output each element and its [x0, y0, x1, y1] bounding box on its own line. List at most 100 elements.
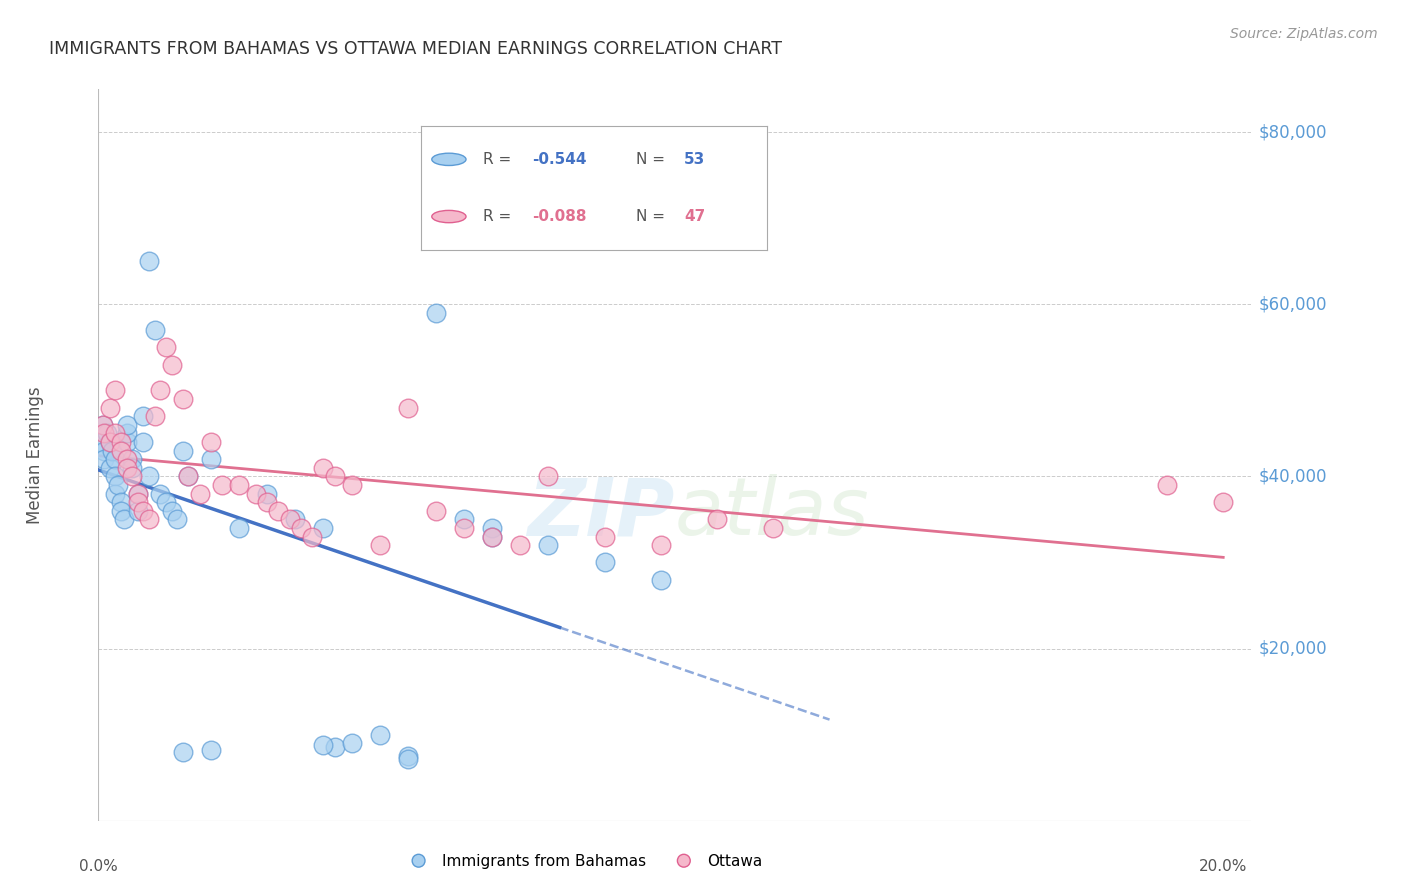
Point: [98, 435, 121, 450]
Point: [127, 504, 149, 518]
Text: -0.544: -0.544: [531, 152, 586, 167]
Point: [98, 435, 121, 450]
Point: [290, 521, 312, 535]
Point: [650, 538, 672, 552]
Point: [172, 392, 194, 406]
Point: [172, 745, 194, 759]
Point: [104, 469, 127, 483]
Point: [98, 401, 121, 415]
Point: [245, 486, 267, 500]
Legend: Immigrants from Bahamas, Ottawa: Immigrants from Bahamas, Ottawa: [398, 848, 768, 875]
Point: [593, 556, 616, 570]
Point: [149, 486, 172, 500]
Point: [93, 452, 115, 467]
Point: [121, 469, 143, 483]
Point: [368, 728, 391, 742]
Point: [149, 384, 172, 398]
Point: [228, 478, 250, 492]
Point: [93, 443, 115, 458]
Point: [312, 521, 335, 535]
Point: [172, 443, 194, 458]
Point: [91, 417, 114, 432]
Point: [138, 254, 160, 268]
Point: [453, 512, 475, 526]
Text: ZIP: ZIP: [527, 475, 675, 552]
Point: [115, 452, 138, 467]
Text: 0.0%: 0.0%: [79, 859, 118, 874]
Text: $20,000: $20,000: [1258, 640, 1327, 657]
Point: [138, 469, 160, 483]
Point: [301, 530, 323, 544]
Point: [200, 743, 222, 757]
Text: $40,000: $40,000: [1258, 467, 1327, 485]
Point: [160, 358, 183, 372]
Point: [312, 460, 335, 475]
Point: [112, 512, 135, 526]
Point: [110, 504, 132, 518]
Point: [396, 749, 419, 764]
Point: [91, 417, 114, 432]
Point: [453, 521, 475, 535]
Text: N =: N =: [636, 152, 669, 167]
Point: [228, 521, 250, 535]
Text: R =: R =: [484, 152, 516, 167]
Text: Median Earnings: Median Earnings: [25, 386, 44, 524]
Point: [323, 469, 346, 483]
Text: R =: R =: [484, 209, 516, 224]
Point: [110, 443, 132, 458]
Point: [177, 469, 200, 483]
Point: [155, 495, 177, 509]
Point: [188, 486, 211, 500]
Text: 20.0%: 20.0%: [1199, 859, 1247, 874]
Point: [104, 452, 127, 467]
Point: [132, 504, 155, 518]
Point: [278, 512, 301, 526]
Point: [143, 409, 166, 424]
Point: [340, 478, 363, 492]
Point: [127, 486, 149, 500]
Point: [396, 752, 419, 766]
Text: -0.088: -0.088: [531, 209, 586, 224]
Point: [481, 521, 503, 535]
Point: [110, 435, 132, 450]
Point: [166, 512, 188, 526]
Point: [115, 417, 138, 432]
Point: [107, 478, 129, 492]
Text: $60,000: $60,000: [1258, 295, 1327, 313]
Point: [115, 426, 138, 441]
Text: Source: ZipAtlas.com: Source: ZipAtlas.com: [1230, 27, 1378, 41]
Point: [706, 512, 728, 526]
Point: [762, 521, 785, 535]
Point: [284, 512, 307, 526]
Point: [121, 460, 143, 475]
Point: [537, 469, 560, 483]
Point: [98, 460, 121, 475]
Point: [1212, 495, 1234, 509]
Point: [340, 736, 363, 750]
Point: [127, 495, 149, 509]
Point: [138, 512, 160, 526]
Point: [121, 452, 143, 467]
Point: [155, 340, 177, 354]
Point: [267, 504, 290, 518]
Point: [425, 504, 447, 518]
Point: [115, 460, 138, 475]
Text: N =: N =: [636, 209, 669, 224]
Point: [256, 495, 278, 509]
Point: [425, 306, 447, 320]
Point: [143, 323, 166, 337]
Point: [256, 486, 278, 500]
Point: [132, 435, 155, 450]
Circle shape: [432, 153, 465, 166]
Point: [1156, 478, 1178, 492]
Point: [101, 443, 124, 458]
Point: [200, 452, 222, 467]
Circle shape: [432, 211, 465, 223]
Point: [396, 401, 419, 415]
Point: [127, 486, 149, 500]
Point: [104, 426, 127, 441]
Point: [312, 738, 335, 752]
Point: [537, 538, 560, 552]
Point: [368, 538, 391, 552]
Point: [481, 530, 503, 544]
